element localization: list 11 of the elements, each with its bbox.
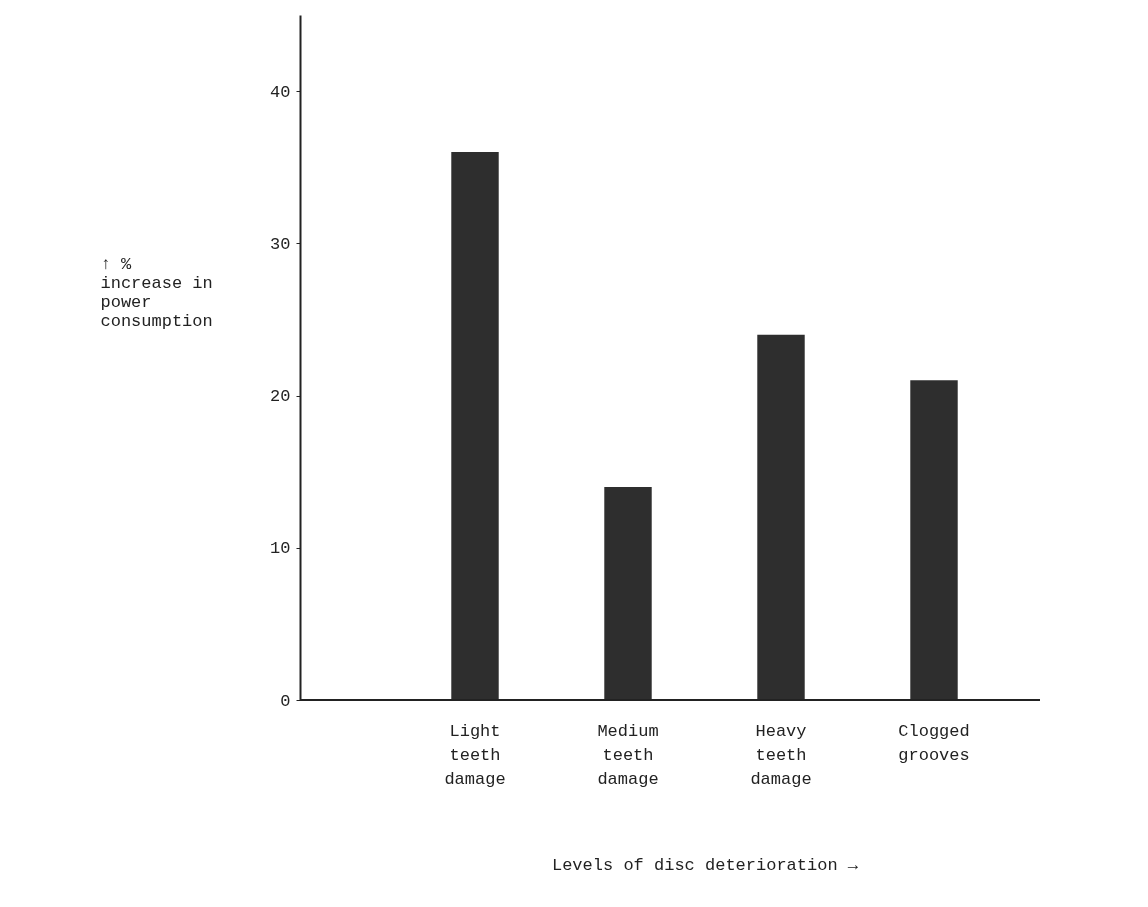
x-tick-label: Medium teeth damage <box>597 721 659 789</box>
x-tick-label: Heavy teeth damage <box>750 721 812 789</box>
y-tick-label: 20 <box>270 387 291 407</box>
y-tick-label: 10 <box>270 539 291 559</box>
x-tick-label: Clogged grooves <box>898 721 970 765</box>
y-tick-label: 40 <box>270 82 291 102</box>
y-axis-title: ↑ % increase in power consumption <box>100 254 213 331</box>
y-tick-label: 0 <box>280 691 291 711</box>
y-tick-label: 30 <box>270 234 291 254</box>
x-axis-title: Levels of disc deterioration → <box>551 855 859 875</box>
x-tick-label: Light teeth damage <box>444 721 506 789</box>
